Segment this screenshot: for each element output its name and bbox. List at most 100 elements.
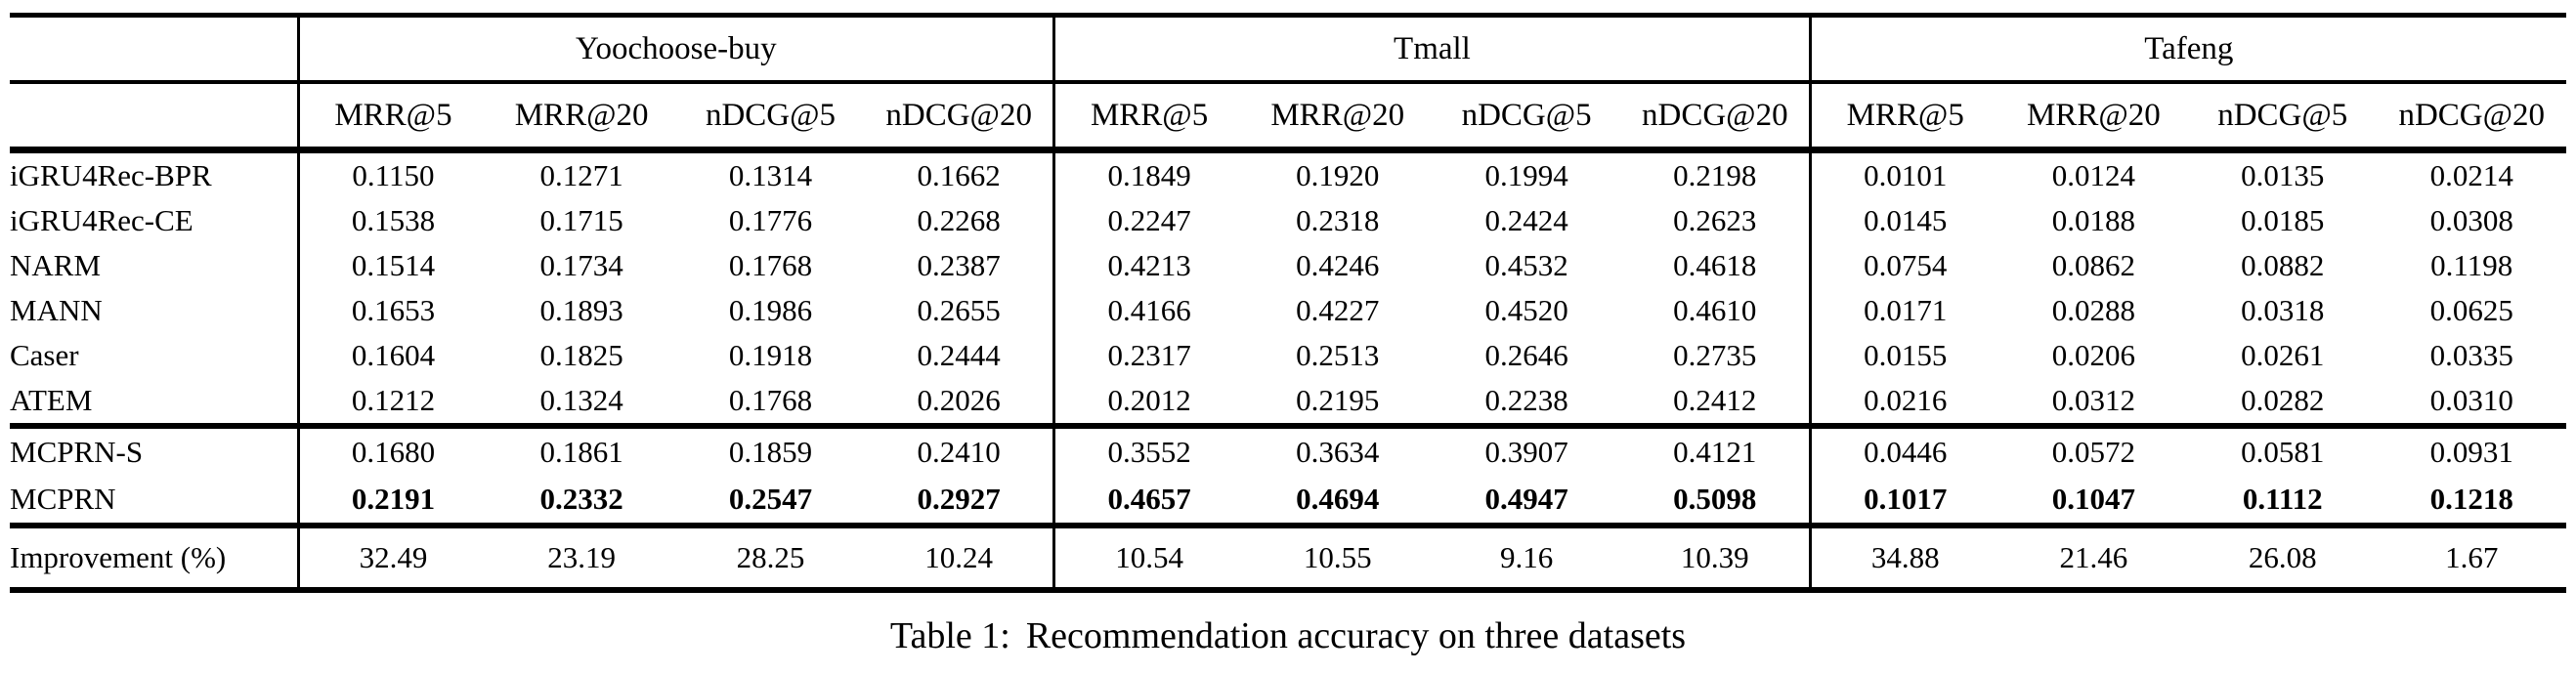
- metric-value-cell: 0.0206: [2051, 338, 2135, 372]
- corner-cell: [10, 18, 298, 80]
- horizontal-rule: [10, 587, 2566, 593]
- metric-value-cell: 0.1324: [539, 383, 623, 417]
- metric-value-cell: 0.1198: [2430, 248, 2513, 282]
- metric-value-cell: 0.0288: [2051, 293, 2135, 327]
- metric-value-cell: 0.1514: [296, 243, 488, 288]
- metric-value-cell: 0.1893: [539, 293, 623, 327]
- metric-value-cell: 0.3907: [1484, 435, 1568, 469]
- metric-value-cell: 0.1604: [296, 333, 488, 378]
- horizontal-rule: [10, 80, 2566, 84]
- caption-text: Recommendation accuracy on three dataset…: [1025, 615, 1687, 656]
- horizontal-rule: [10, 523, 2566, 528]
- metric-value-cell: 0.4947: [1484, 482, 1568, 516]
- metric-value-cell: 0.2547: [728, 482, 813, 516]
- metric-column-header: MRR@5: [1808, 84, 1999, 147]
- metric-value-cell: 0.2332: [539, 482, 623, 516]
- improvement-value-cell: 10.39: [1680, 540, 1749, 574]
- model-result-row: Caser 0.1604 0.1825 0.1918 0.2444 0.2317 0.251…: [10, 333, 2566, 378]
- model-name-cell: MCPRN-S: [10, 435, 144, 469]
- rule-bar: [10, 80, 2566, 84]
- metric-value-cell: 0.1859: [728, 435, 813, 469]
- metric-value-cell: 0.2198: [1673, 158, 1757, 192]
- metric-value-cell: 0.2735: [1673, 338, 1757, 372]
- model-result-row: MCPRN 0.2191 0.2332 0.2547 0.2927 0.4657 0.469…: [10, 476, 2566, 523]
- model-name-cell: ATEM: [10, 383, 93, 417]
- improvement-label-cell: Improvement (%): [10, 540, 227, 574]
- model-result-row: MANN 0.1653 0.1893 0.1986 0.2655 0.4166 0.4227…: [10, 288, 2566, 333]
- metric-value-cell: 0.1920: [1296, 158, 1380, 192]
- metric-column-header: nDCG@20: [885, 97, 1032, 133]
- metric-value-cell: 0.0188: [2051, 203, 2135, 237]
- metric-value-cell: 0.1538: [296, 198, 488, 243]
- improvement-value-cell: 26.08: [2248, 540, 2317, 574]
- metric-value-cell: 0.0318: [2241, 293, 2325, 327]
- metric-value-cell: 0.2513: [1296, 338, 1380, 372]
- metric-value-cell: 0.1314: [728, 158, 813, 192]
- metric-value-cell: 0.0308: [2429, 203, 2513, 237]
- dataset-group-header: Tmall: [1052, 18, 1811, 80]
- metric-value-cell: 0.1715: [539, 203, 623, 237]
- metric-value-cell: 0.2623: [1673, 203, 1757, 237]
- metric-value-cell: 0.4532: [1484, 248, 1568, 282]
- rule-bar: [10, 587, 2566, 593]
- metric-column-header: MRR@20: [1270, 97, 1405, 133]
- improvement-value-cell: 10.24: [924, 540, 994, 574]
- metric-value-cell: 0.4227: [1296, 293, 1380, 327]
- improvement-value-cell: 23.19: [547, 540, 616, 574]
- metric-value-cell: 0.0214: [2429, 158, 2513, 192]
- metric-value-cell: 0.0931: [2429, 435, 2513, 469]
- horizontal-rule: [10, 423, 2566, 429]
- dataset-group-header: Yoochoose-buy: [296, 18, 1054, 80]
- metric-value-cell: 0.0155: [1808, 333, 1999, 378]
- metric-value-cell: 0.0882: [2241, 248, 2325, 282]
- metric-value-cell: 0.0312: [2051, 383, 2135, 417]
- model-name-cell: Caser: [10, 338, 79, 372]
- metric-value-cell: 0.3552: [1052, 429, 1244, 476]
- metric-value-cell: 0.0101: [1808, 153, 1999, 198]
- metric-value-cell: 0.1776: [728, 203, 813, 237]
- metric-value-cell: 0.1734: [539, 248, 623, 282]
- metric-value-cell: 0.4657: [1052, 476, 1244, 523]
- metric-column-header: nDCG@5: [2217, 97, 2348, 133]
- metric-value-cell: 0.1918: [728, 338, 813, 372]
- metric-value-cell: 0.1047: [2051, 482, 2135, 516]
- rule-bar: [10, 13, 2566, 18]
- metric-value-cell: 0.4520: [1484, 293, 1568, 327]
- metric-value-cell: 0.2026: [917, 383, 1001, 417]
- model-result-row: ATEM 0.1212 0.1324 0.1768 0.2026 0.2012 0.2195…: [10, 378, 2566, 423]
- model-name-cell: MANN: [10, 293, 103, 327]
- metric-value-cell: 0.1653: [296, 288, 488, 333]
- metric-column-header: nDCG@5: [1461, 97, 1592, 133]
- metric-value-cell: 0.0135: [2241, 158, 2325, 192]
- model-name-cell: iGRU4Rec-BPR: [10, 158, 212, 192]
- metric-value-cell: 0.2195: [1296, 383, 1380, 417]
- metric-value-cell: 0.4213: [1052, 243, 1244, 288]
- improvement-value-cell: 10.54: [1052, 528, 1244, 587]
- horizontal-rule: [10, 147, 2566, 153]
- metric-value-cell: 0.2444: [917, 338, 1001, 372]
- metric-value-cell: 0.0572: [2051, 435, 2135, 469]
- metric-value-cell: 0.1112: [2242, 482, 2323, 516]
- metric-value-cell: 0.2318: [1296, 203, 1380, 237]
- metric-value-cell: 0.0862: [2051, 248, 2135, 282]
- model-result-row: MCPRN-S 0.1680 0.1861 0.1859 0.2410 0.3552 0.3…: [10, 429, 2566, 476]
- metric-value-cell: 0.1212: [296, 378, 488, 423]
- metric-value-cell: 0.2424: [1484, 203, 1568, 237]
- improvement-value-cell: 32.49: [296, 528, 488, 587]
- metric-value-cell: 0.2410: [917, 435, 1001, 469]
- metric-value-cell: 0.2247: [1052, 198, 1244, 243]
- metric-value-cell: 0.4618: [1673, 248, 1757, 282]
- improvement-value-cell: 21.46: [2059, 540, 2128, 574]
- metric-value-cell: 0.2387: [917, 248, 1001, 282]
- metric-value-cell: 0.2191: [296, 476, 488, 523]
- metric-value-cell: 0.4246: [1296, 248, 1380, 282]
- metric-value-cell: 0.2646: [1484, 338, 1568, 372]
- rule-bar: [10, 523, 2566, 528]
- model-name-cell: NARM: [10, 248, 102, 282]
- results-table: Yoochoose-buy Tmall Tafeng MRR@5 MRR@20 nDCG@…: [10, 13, 2566, 593]
- improvement-value-cell: 34.88: [1808, 528, 1999, 587]
- corner-cell: [10, 84, 298, 147]
- metric-value-cell: 0.1994: [1484, 158, 1568, 192]
- model-result-row: iGRU4Rec-BPR 0.1150 0.1271 0.1314 0.1662 0.18…: [10, 153, 2566, 198]
- metric-value-cell: 0.4694: [1296, 482, 1380, 516]
